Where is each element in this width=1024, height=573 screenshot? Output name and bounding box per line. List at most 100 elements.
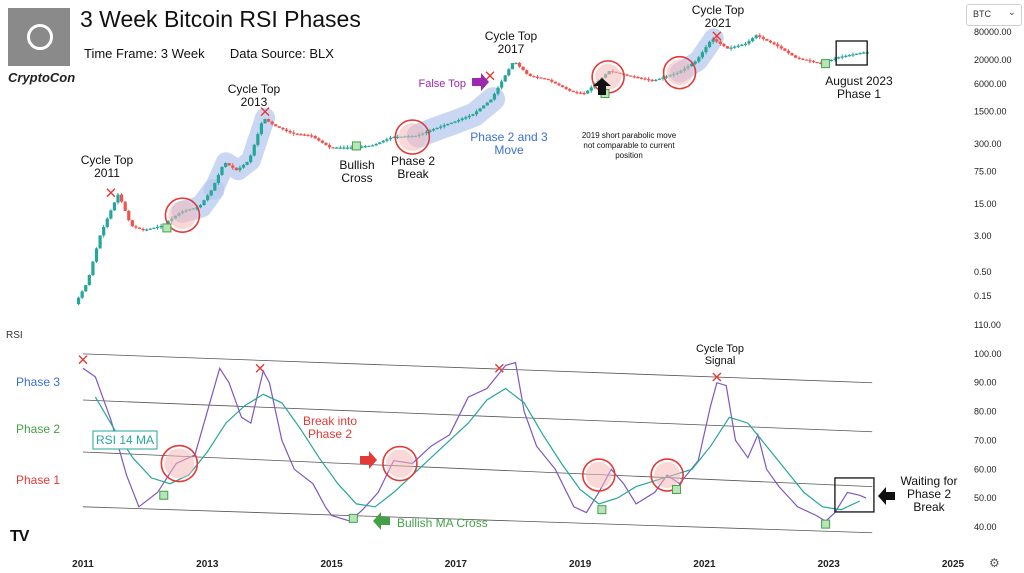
highlight-circle	[382, 445, 418, 482]
candle-body	[292, 132, 296, 134]
candle-body	[471, 114, 475, 116]
highlight-fill	[164, 448, 195, 479]
candle-body	[87, 275, 91, 286]
candle-body	[263, 119, 267, 124]
candle-body	[220, 166, 224, 175]
candle-body	[116, 194, 120, 203]
candle-body	[94, 248, 99, 262]
highlight-fill	[585, 462, 612, 489]
candle-body	[661, 77, 665, 79]
candle-body	[837, 57, 841, 59]
candle-body	[625, 74, 629, 76]
candle-body	[500, 81, 504, 88]
pointer-arrow-icon	[373, 512, 390, 530]
rsi-phase2-label: Phase 2	[16, 422, 60, 436]
settings-gear-icon[interactable]: ⚙	[989, 556, 1000, 570]
candle-body	[514, 63, 518, 65]
candle-body	[345, 147, 350, 149]
candle-body	[482, 105, 486, 109]
candle-body	[299, 134, 303, 136]
candle-body	[747, 41, 751, 44]
candle-body	[388, 137, 393, 140]
candle-body	[496, 87, 500, 94]
price-tick-label: 3.00	[974, 231, 992, 241]
candle-body	[779, 46, 783, 49]
candle-body	[636, 76, 640, 79]
candle-body	[664, 76, 669, 78]
candle-body	[370, 145, 375, 147]
candle-body	[460, 118, 464, 121]
candle-body	[120, 194, 124, 202]
candle-body	[539, 77, 543, 79]
candle-body	[310, 135, 314, 137]
candle-body	[360, 146, 364, 148]
candle-body	[510, 63, 514, 70]
candle-body	[137, 227, 142, 229]
symbol-select[interactable]: BTC ⌄	[966, 4, 1022, 26]
candle-body	[657, 78, 661, 80]
candle-body	[123, 201, 127, 211]
x-tick-label: 2011	[72, 559, 94, 570]
candle-body	[528, 73, 532, 77]
candle-body	[145, 229, 149, 231]
phase-channel-line	[82, 399, 873, 433]
source-label: Data Source: BLX	[229, 46, 334, 61]
candle-body	[833, 58, 837, 60]
candle-body	[206, 195, 210, 201]
rsi-tick-label: 80.00	[974, 407, 997, 417]
candle-body	[288, 131, 292, 133]
candle-body	[317, 138, 321, 141]
candle-body	[804, 59, 808, 61]
candle-body	[428, 130, 432, 132]
price-tick-label: 0.50	[974, 267, 992, 277]
chart-subtitle: Time Frame: 3 Week Data Source: BLX	[84, 46, 334, 61]
candle-body	[578, 92, 583, 94]
candle-body	[851, 54, 855, 56]
candle-body	[198, 205, 203, 208]
highlight-fill	[168, 201, 197, 230]
candle-body	[148, 228, 152, 230]
candle-body	[815, 61, 819, 64]
highlight-fill	[385, 449, 414, 478]
candle-body	[553, 81, 558, 84]
candle-body	[564, 87, 568, 89]
annotation-2019-note: 2019 short parabolic move not comparable …	[582, 131, 677, 160]
annotation-bullish-ma-cross: Bullish MA Cross	[397, 516, 488, 530]
candle-body	[693, 61, 697, 64]
chevron-down-icon: ⌄	[1007, 7, 1016, 18]
candle-body	[700, 52, 704, 58]
candle-body	[568, 88, 572, 91]
candle-body	[847, 55, 851, 57]
x-tick-label: 2015	[320, 559, 343, 570]
candle-body	[284, 129, 289, 132]
candle-body	[227, 163, 231, 166]
candle-body	[801, 58, 805, 60]
phase-channel-line	[82, 506, 873, 534]
phase-channel-line	[82, 451, 873, 487]
candle-body	[725, 46, 730, 49]
candle-body	[776, 44, 780, 47]
candle-body	[281, 127, 285, 130]
candle-body	[159, 226, 163, 228]
x-tick-label: 2019	[569, 559, 592, 570]
candle-body	[464, 117, 468, 119]
candle-body	[335, 147, 339, 149]
candle-body	[442, 125, 446, 127]
candle-body	[439, 126, 443, 128]
candle-body	[639, 77, 644, 79]
candle-body	[338, 147, 342, 149]
rsi-ma-legend-label: RSI 14 MA	[96, 433, 154, 447]
candle-body	[457, 120, 461, 122]
candle-body	[302, 134, 307, 136]
candle-body	[277, 126, 281, 128]
cycle-top-x-icon	[106, 188, 116, 198]
cycle-top-x-icon	[712, 372, 722, 382]
candle-body	[102, 227, 106, 236]
price-tick-label: 0.15	[974, 291, 992, 301]
candle-body	[223, 163, 228, 167]
candle-body	[141, 228, 145, 231]
highlight-fill	[654, 462, 681, 489]
candle-body	[754, 35, 758, 39]
candle-body	[772, 42, 776, 45]
candle-body	[396, 136, 400, 138]
